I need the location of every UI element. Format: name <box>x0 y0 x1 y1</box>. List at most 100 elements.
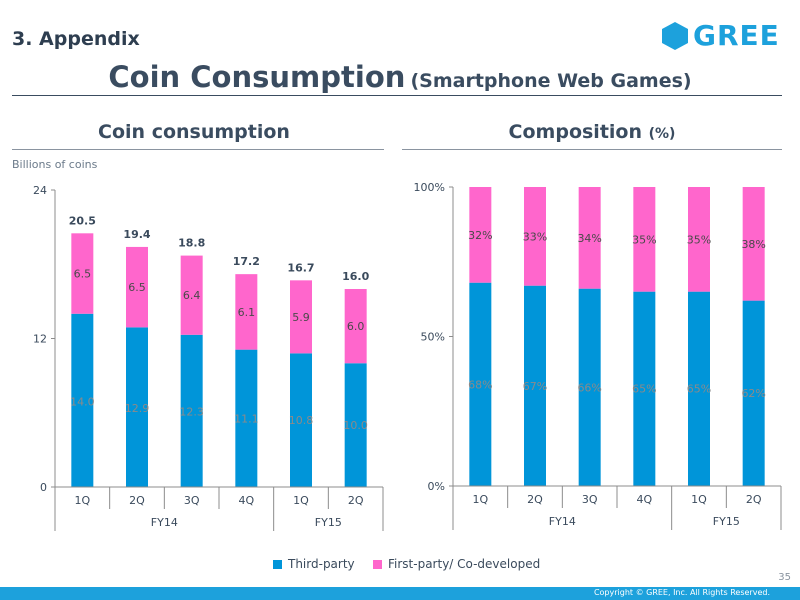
left-y-tick-label: 24 <box>33 184 47 197</box>
left-bar-third-party <box>71 313 94 487</box>
page-title-main: Coin Consumption <box>108 60 406 94</box>
legend-swatch-first-party <box>373 559 382 569</box>
right-group-label: FY14 <box>549 515 576 528</box>
left-x-tick-label: 2Q <box>129 494 145 507</box>
left-y-tick-label: 0 <box>40 481 47 494</box>
left-data-label: 6.5 <box>128 281 146 294</box>
section-heading: 3. Appendix <box>12 28 140 50</box>
right-data-label: 67% <box>523 380 547 393</box>
footer-bar: Copyright © GREE, Inc. All Rights Reserv… <box>0 587 800 600</box>
left-x-tick-label: 3Q <box>184 494 200 507</box>
right-bar-third-party <box>578 288 601 486</box>
legend-item-first-party: First-party/ Co-developed <box>373 557 540 571</box>
right-panel-title-text: Composition <box>508 121 642 143</box>
right-data-label: 38% <box>741 238 765 251</box>
right-y-tick-label: 0% <box>428 480 445 493</box>
right-bar-first-party <box>633 187 656 292</box>
y-axis-unit: Billions of coins <box>12 158 98 171</box>
left-total-label: 20.5 <box>69 214 96 227</box>
right-bar-first-party <box>688 187 710 292</box>
right-bar-first-party <box>742 187 765 301</box>
hexagon-icon <box>662 21 688 50</box>
left-data-label: 10.8 <box>289 414 314 427</box>
left-data-label: 6.1 <box>238 306 256 319</box>
left-data-label: 10.0 <box>343 419 368 432</box>
right-data-label: 35% <box>687 233 711 246</box>
left-x-tick-label: 1Q <box>293 494 309 507</box>
right-x-tick-label: 2Q <box>527 493 543 506</box>
right-data-label: 33% <box>523 230 547 243</box>
left-total-label: 17.2 <box>233 255 260 268</box>
left-data-label: 12.3 <box>179 405 204 418</box>
left-bar-first-party <box>180 255 203 335</box>
left-bar-third-party <box>126 327 148 487</box>
right-data-label: 65% <box>632 383 656 396</box>
left-bar-first-party <box>235 274 258 350</box>
left-bar-first-party <box>71 233 94 314</box>
right-data-label: 68% <box>468 378 492 391</box>
left-data-label: 6.0 <box>347 320 365 333</box>
left-bar-first-party <box>290 280 312 354</box>
right-data-label: 62% <box>741 387 765 400</box>
left-panel-title: Coin consumption <box>98 121 290 143</box>
left-bar-third-party <box>235 349 258 487</box>
left-group-label: FY15 <box>315 516 342 529</box>
legend-swatch-third-party <box>273 559 282 569</box>
right-x-tick-label: 1Q <box>472 493 488 506</box>
left-y-tick-label: 12 <box>33 333 47 346</box>
right-y-tick-label: 100% <box>414 181 445 194</box>
right-bar-first-party <box>524 187 546 286</box>
page-number: 35 <box>778 572 791 583</box>
right-data-label: 66% <box>577 381 601 394</box>
right-data-label: 32% <box>468 229 492 242</box>
right-bar-third-party <box>688 291 710 486</box>
right-bar-third-party <box>633 291 656 486</box>
right-bar-third-party <box>742 300 765 486</box>
right-x-tick-label: 4Q <box>636 493 652 506</box>
left-x-tick-label: 2Q <box>348 494 364 507</box>
right-data-label: 34% <box>577 232 601 245</box>
legend-item-third-party: Third-party <box>273 557 355 571</box>
left-total-label: 19.4 <box>123 228 150 241</box>
title-divider <box>12 95 782 96</box>
left-data-label: 14.0 <box>70 396 95 409</box>
left-bar-third-party <box>290 353 312 487</box>
left-total-label: 18.8 <box>178 237 205 250</box>
right-panel-divider <box>402 149 782 150</box>
legend-label-third-party: Third-party <box>288 557 355 571</box>
right-bar-first-party <box>469 187 492 283</box>
left-bar-first-party <box>126 246 148 328</box>
legend-label-first-party: First-party/ Co-developed <box>388 557 541 571</box>
right-y-tick-label: 50% <box>421 331 445 344</box>
right-panel-title: Composition (%) <box>402 121 782 143</box>
left-total-label: 16.0 <box>342 270 369 283</box>
left-data-label: 12.9 <box>125 402 150 415</box>
right-x-tick-label: 1Q <box>691 493 707 506</box>
right-data-label: 65% <box>687 383 711 396</box>
left-panel-divider <box>12 149 384 150</box>
left-x-tick-label: 4Q <box>238 494 254 507</box>
left-group-label: FY14 <box>151 516 178 529</box>
copyright-text: Copyright © GREE, Inc. All Rights Reserv… <box>593 588 770 597</box>
right-panel-title-suffix: (%) <box>648 126 676 142</box>
left-data-label: 6.5 <box>74 268 92 281</box>
page-title: Coin Consumption (Smartphone Web Games) <box>0 60 800 94</box>
right-bar-third-party <box>524 285 546 486</box>
left-bar-third-party <box>180 334 203 487</box>
left-data-label: 11.1 <box>234 412 259 425</box>
right-data-label: 35% <box>632 233 656 246</box>
right-group-label: FY15 <box>713 515 740 528</box>
right-bar-first-party <box>578 187 601 289</box>
gree-logo: GREE <box>661 19 780 52</box>
page-title-sub: (Smartphone Web Games) <box>410 70 692 92</box>
logo-text: GREE <box>693 19 780 52</box>
left-x-tick-label: 1Q <box>74 494 90 507</box>
right-x-tick-label: 3Q <box>582 493 598 506</box>
right-bar-third-party <box>469 282 492 486</box>
left-data-label: 6.4 <box>183 289 201 302</box>
left-bar-third-party <box>344 363 367 487</box>
left-bar-first-party <box>344 289 367 364</box>
right-x-tick-label: 2Q <box>746 493 762 506</box>
